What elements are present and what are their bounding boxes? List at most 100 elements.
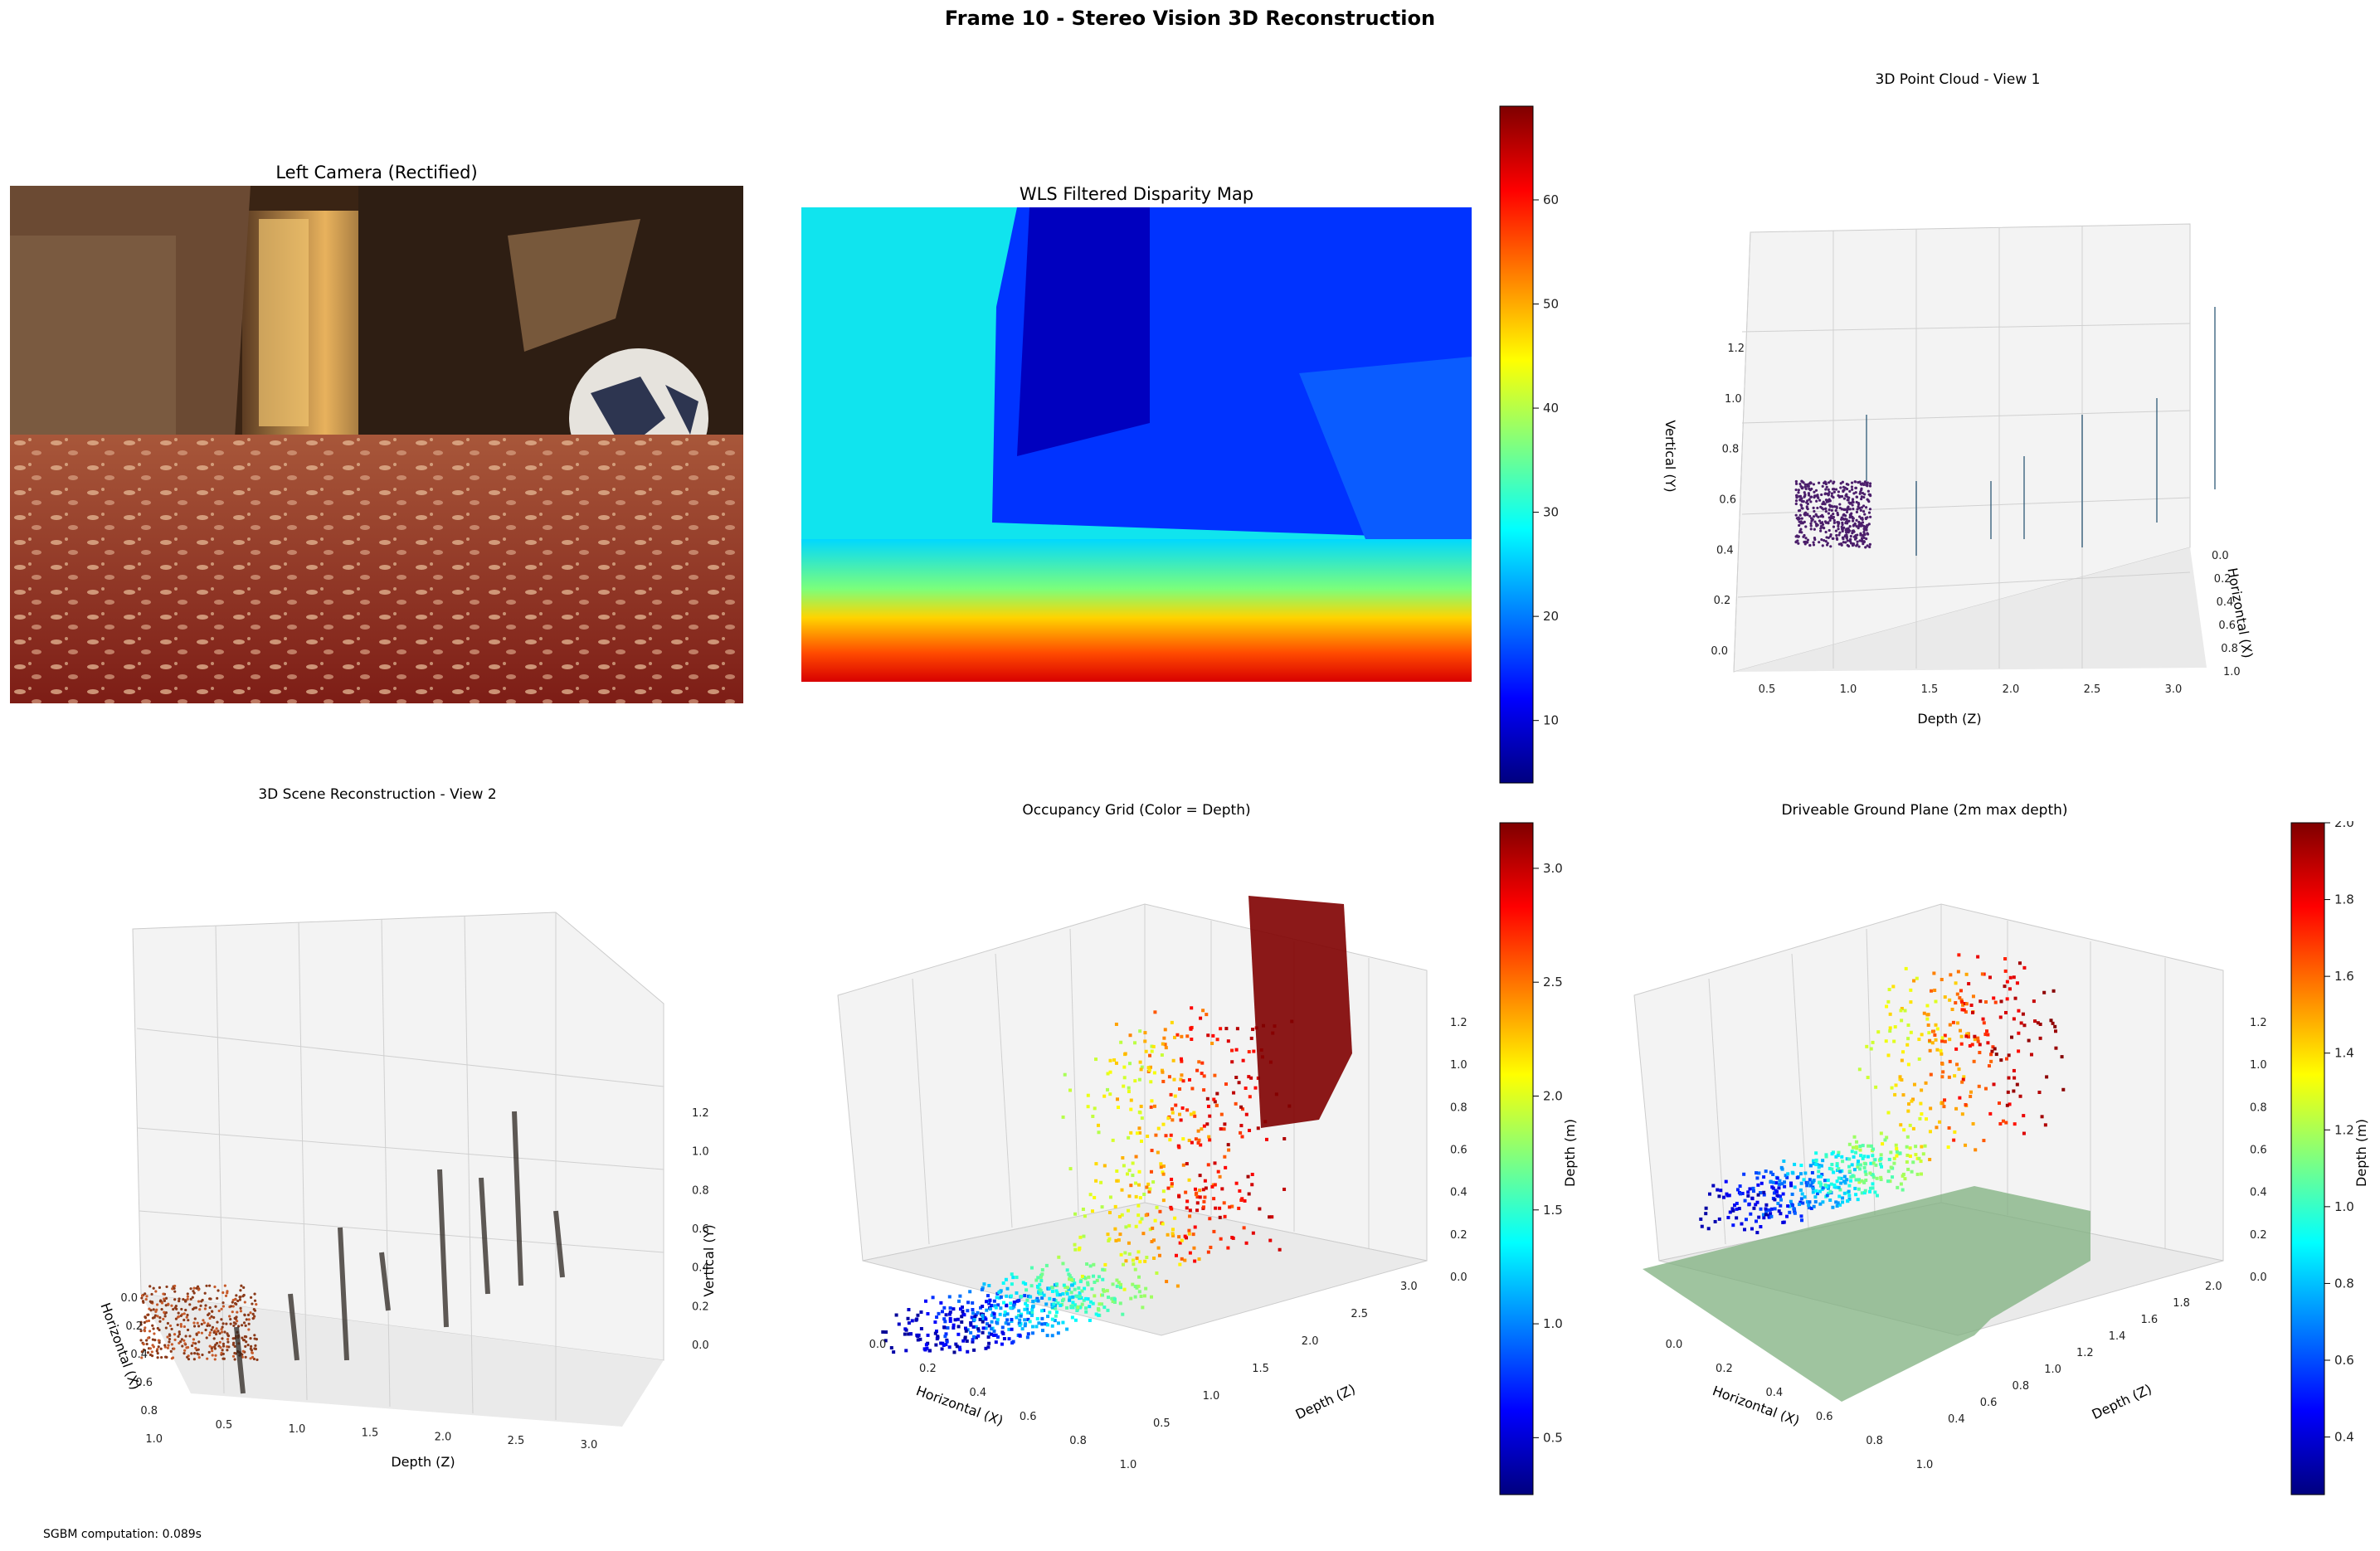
occupancy-voxel <box>1156 1126 1161 1130</box>
cloud1-point <box>1856 543 1859 547</box>
cloud1-point <box>1854 486 1858 489</box>
occupancy-voxel <box>1114 1061 1118 1065</box>
occupancy-voxel <box>1171 1228 1175 1232</box>
occupancy-voxel <box>1122 1287 1127 1291</box>
ground-voxel <box>1947 1075 1951 1079</box>
occupancy-voxel <box>960 1320 964 1324</box>
occupancy-voxel <box>1029 1266 1034 1270</box>
occupancy-voxel <box>1177 1235 1181 1239</box>
ground-voxel <box>2022 1023 2027 1028</box>
scene2-point <box>177 1311 180 1315</box>
occupancy-voxel <box>1147 1068 1151 1072</box>
scene2-xlabel: Depth (Z) <box>391 1454 455 1470</box>
occupancy-voxel <box>1146 1182 1151 1186</box>
occupancy-voxel <box>1166 1116 1171 1121</box>
scene2-point <box>160 1301 164 1305</box>
scene2-point <box>239 1306 242 1310</box>
disparity-map <box>801 207 1472 682</box>
occupancy-voxel <box>1062 1297 1066 1301</box>
scene2-point <box>156 1315 159 1318</box>
ground-voxel <box>1875 1194 1879 1198</box>
scene2-point <box>238 1298 241 1301</box>
scene2-point <box>179 1325 183 1328</box>
occupancy-voxel <box>1026 1332 1030 1336</box>
occupancy-voxel <box>1118 1301 1122 1305</box>
occupancy-voxel <box>1162 1036 1166 1040</box>
occupancy-voxel <box>1208 1138 1212 1142</box>
scene2-point <box>227 1345 231 1349</box>
ground-voxel <box>1992 996 1996 1000</box>
cloud1-point <box>1862 530 1866 534</box>
occupancy-voxel <box>1144 1286 1148 1291</box>
occupancy-voxel <box>1131 1258 1135 1262</box>
occupancy-voxel <box>1086 1281 1090 1285</box>
cloud1-point <box>1842 517 1845 520</box>
ground-voxel <box>1920 1033 1924 1037</box>
occupancy-voxel <box>907 1332 911 1336</box>
occupancy-voxel <box>944 1343 948 1347</box>
ground-voxel <box>1769 1214 1774 1218</box>
occupancy-voxel <box>1170 1177 1174 1181</box>
ground-voxel <box>1774 1181 1779 1185</box>
scene2-point <box>192 1338 196 1341</box>
ground-voxel <box>1925 1117 1929 1121</box>
occupancy-voxel <box>1178 1241 1182 1245</box>
cloud1-point <box>1824 540 1828 543</box>
cloud1-point <box>1832 490 1836 494</box>
occupancy-voxel <box>1137 1126 1141 1130</box>
occupancy-voxel <box>1219 1112 1224 1116</box>
ground-voxel <box>1769 1179 1773 1184</box>
ground-voxel <box>1908 1155 1912 1159</box>
occupancy-voxel <box>1080 1274 1084 1278</box>
occupancy-voxel <box>1170 1207 1174 1211</box>
ground-voxel <box>1807 1203 1811 1208</box>
cloud1-point <box>1823 520 1828 523</box>
cloud1-point <box>1828 503 1832 507</box>
scene2-point <box>197 1300 201 1303</box>
occupancy-voxel <box>1044 1302 1049 1306</box>
cloud1-point <box>1839 482 1842 485</box>
occupancy-voxel <box>1205 1122 1209 1126</box>
occupancy-voxel <box>1188 1214 1192 1218</box>
ground-voxel <box>1969 1090 1974 1094</box>
ground-voxel <box>1867 1144 1871 1148</box>
occupancy-voxel <box>1068 1296 1072 1300</box>
ground-voxel <box>1821 1186 1825 1190</box>
occupancy-voxel <box>1205 1013 1209 1017</box>
cloud1-point <box>1797 542 1800 545</box>
occupancy-voxel <box>1006 1322 1010 1326</box>
cloud1-title: 3D Point Cloud - View 1 <box>1875 71 2041 88</box>
occupancy-voxel <box>1121 1156 1125 1160</box>
occupancy-voxel <box>1080 1302 1084 1306</box>
ground-voxel <box>1783 1180 1787 1184</box>
ground-voxel <box>1769 1212 1773 1216</box>
scene2-point <box>196 1321 199 1325</box>
cloud1-point <box>1850 481 1854 484</box>
occupancy-voxel <box>897 1322 901 1326</box>
occupancy-voxel <box>1003 1310 1007 1314</box>
occupancy-voxel <box>1036 1286 1040 1290</box>
cloud1-y-tick-label: 1.0 <box>2223 666 2241 678</box>
cloud1-point <box>1852 523 1856 527</box>
ground-voxel <box>1832 1170 1836 1174</box>
occupancy-voxel <box>1029 1284 1034 1288</box>
occupancy-voxel <box>922 1347 927 1351</box>
cloud1-point <box>1800 517 1803 520</box>
occupancy-voxel <box>956 1317 960 1321</box>
cloud1-point <box>1862 540 1866 543</box>
occupancy-voxel <box>1123 1251 1127 1255</box>
scene2-point <box>150 1350 153 1354</box>
occupancy-voxel <box>1195 1201 1200 1205</box>
occupancy-voxel <box>1156 1246 1161 1250</box>
ground-voxel <box>1891 985 1896 989</box>
ground-voxel <box>1847 1189 1851 1194</box>
cloud1-point <box>1848 489 1852 493</box>
cloud1-point <box>1797 491 1800 494</box>
ground-voxel <box>1821 1159 1825 1163</box>
occupancy-colorbar-tick-label: 2.0 <box>1543 1088 1563 1103</box>
occupancy-voxel <box>945 1340 949 1344</box>
ground-voxel <box>1892 1161 1896 1165</box>
ground-voxel <box>1830 1152 1834 1156</box>
occupancy-voxel <box>1195 1195 1200 1199</box>
scene2-point <box>197 1325 201 1328</box>
